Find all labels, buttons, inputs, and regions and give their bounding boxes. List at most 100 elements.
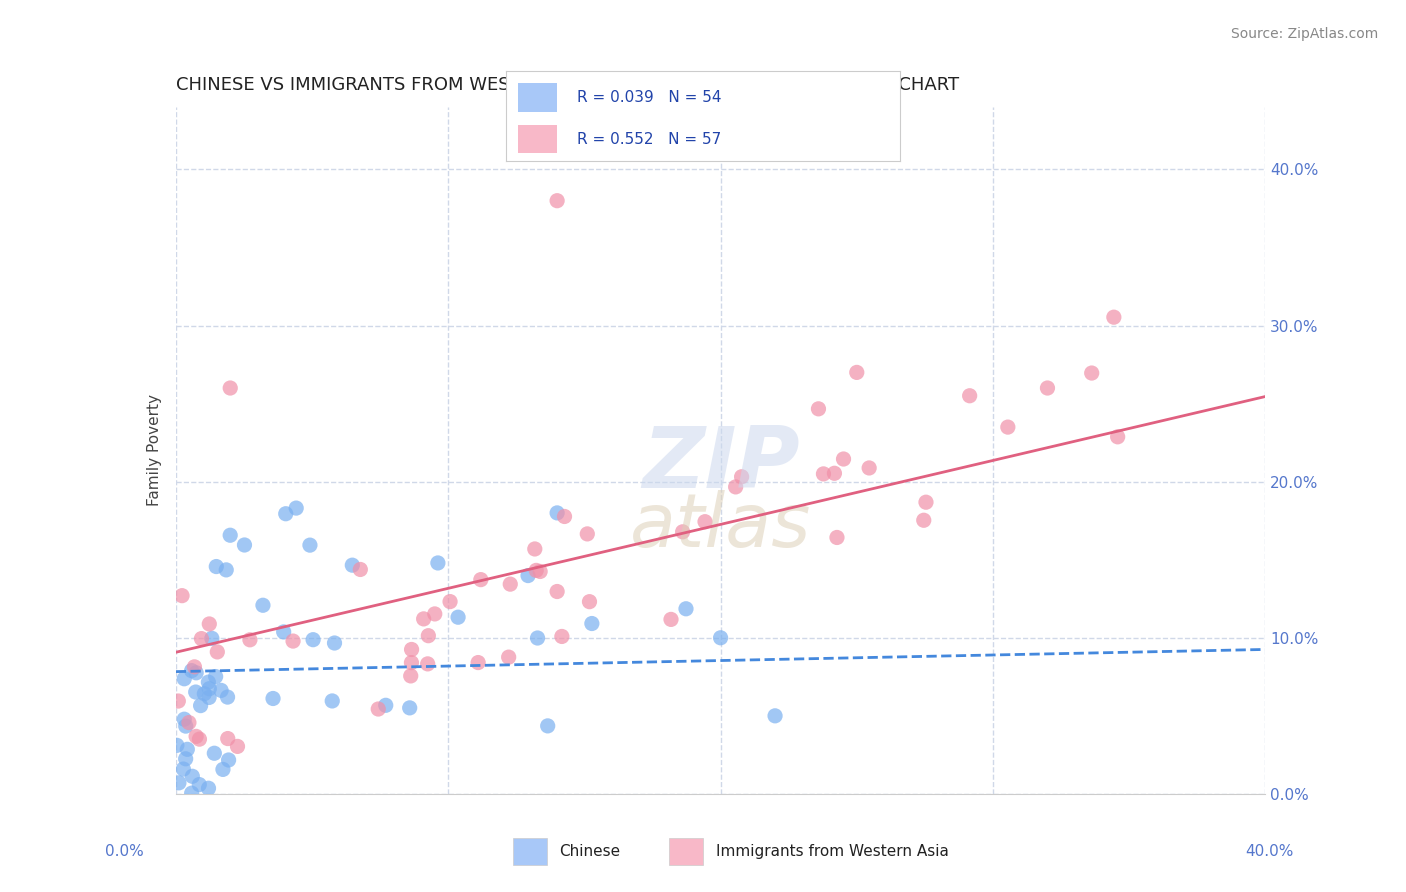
Point	[447, 610, 470, 624]
Point	[710, 631, 733, 645]
Point	[342, 558, 364, 573]
Text: Chinese: Chinese	[560, 845, 620, 859]
Point	[858, 461, 880, 475]
Point	[186, 665, 208, 680]
Point	[524, 563, 547, 577]
Point	[537, 719, 560, 733]
Point	[412, 612, 434, 626]
FancyBboxPatch shape	[513, 838, 547, 865]
Point	[181, 769, 204, 783]
Point	[367, 702, 389, 716]
Point	[226, 739, 249, 754]
Point	[823, 467, 845, 481]
Point	[298, 538, 321, 552]
Text: 40.0%: 40.0%	[1246, 845, 1294, 859]
Point	[546, 194, 568, 208]
Point	[184, 685, 207, 699]
Point	[193, 687, 215, 701]
Point	[217, 690, 239, 704]
Point	[177, 715, 200, 730]
Point	[167, 694, 190, 708]
Point	[498, 650, 520, 665]
Point	[202, 746, 225, 760]
Point	[198, 690, 221, 705]
Point	[190, 698, 212, 713]
Point	[217, 731, 239, 746]
Point	[581, 616, 603, 631]
Point	[174, 719, 197, 733]
Point	[724, 480, 747, 494]
Point	[197, 781, 219, 796]
Point	[915, 495, 938, 509]
Point	[190, 632, 212, 646]
Point	[813, 467, 835, 481]
Point	[219, 381, 242, 395]
Point	[174, 752, 197, 766]
Point	[845, 366, 868, 380]
Point	[212, 763, 235, 777]
Point	[517, 568, 540, 582]
Point	[170, 589, 193, 603]
Point	[285, 501, 308, 516]
FancyBboxPatch shape	[669, 838, 703, 865]
Point	[398, 701, 420, 715]
Point	[763, 708, 786, 723]
Point	[167, 776, 190, 790]
Point	[188, 778, 211, 792]
Point	[188, 732, 211, 747]
Text: Source: ZipAtlas.com: Source: ZipAtlas.com	[1230, 27, 1378, 41]
Point	[1107, 430, 1129, 444]
Point	[166, 739, 188, 753]
Point	[997, 420, 1019, 434]
Point	[675, 601, 697, 615]
Point	[183, 660, 205, 674]
Point	[1102, 310, 1125, 325]
Point	[470, 573, 492, 587]
Text: 0.0%: 0.0%	[105, 845, 145, 859]
Point	[349, 562, 371, 576]
Point	[215, 563, 238, 577]
Point	[274, 507, 297, 521]
Point	[439, 594, 461, 608]
Point	[273, 624, 295, 639]
Point	[499, 577, 522, 591]
Point	[578, 595, 600, 609]
Point	[467, 656, 489, 670]
Point	[180, 664, 202, 678]
Point	[523, 541, 546, 556]
Point	[416, 657, 439, 671]
Point	[218, 753, 240, 767]
Point	[198, 681, 221, 696]
Point	[546, 506, 568, 520]
Point	[281, 634, 304, 648]
Point	[1080, 366, 1102, 380]
Point	[321, 694, 343, 708]
Point	[959, 389, 981, 403]
Point	[374, 698, 396, 713]
Point	[201, 632, 224, 646]
Point	[184, 730, 207, 744]
Point	[423, 607, 446, 621]
Point	[526, 631, 548, 645]
Text: Immigrants from Western Asia: Immigrants from Western Asia	[716, 845, 949, 859]
Text: atlas: atlas	[630, 490, 811, 562]
Point	[209, 683, 232, 698]
Point	[207, 645, 229, 659]
FancyBboxPatch shape	[517, 83, 557, 112]
Point	[219, 528, 242, 542]
Point	[551, 630, 574, 644]
Point	[172, 762, 194, 776]
Point	[1036, 381, 1059, 395]
Point	[912, 513, 935, 527]
Point	[546, 584, 568, 599]
Text: R = 0.552   N = 57: R = 0.552 N = 57	[576, 132, 721, 146]
Point	[239, 632, 262, 647]
Point	[401, 656, 423, 670]
Point	[730, 469, 752, 483]
Point	[262, 691, 284, 706]
FancyBboxPatch shape	[517, 125, 557, 153]
Point	[233, 538, 256, 552]
Point	[401, 642, 423, 657]
Point	[198, 617, 221, 632]
Point	[529, 565, 551, 579]
